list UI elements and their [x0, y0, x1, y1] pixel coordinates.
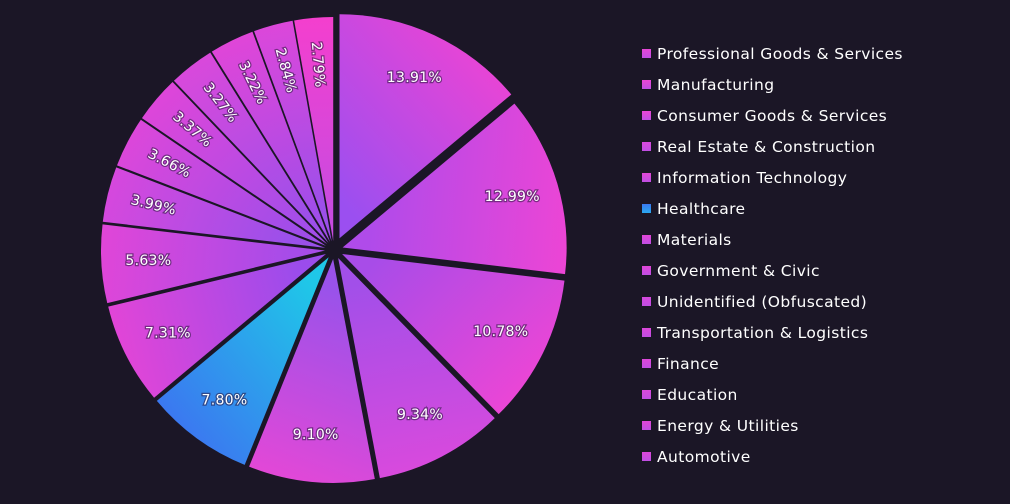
- pie-data-label-7: 5.63%: [125, 253, 171, 269]
- pie-slice-12[interactable]: [211, 31, 331, 242]
- legend-swatch: [642, 297, 651, 306]
- legend-swatch: [642, 235, 651, 244]
- legend-label: Real Estate & Construction: [657, 137, 876, 156]
- legend-label: Finance: [657, 354, 720, 373]
- pie-data-label-4: 9.10%: [293, 427, 339, 443]
- legend-label: Transportation & Logistics: [657, 323, 869, 342]
- legend-swatch: [642, 328, 651, 337]
- pie-slice-2[interactable]: [342, 253, 565, 415]
- pie-slice-6[interactable]: [108, 254, 326, 398]
- legend-swatch: [642, 204, 651, 213]
- pie-slice-9[interactable]: [116, 119, 327, 246]
- pie-slice-3[interactable]: [338, 257, 495, 479]
- pie-data-label-5: 7.80%: [202, 392, 248, 408]
- legend-swatch: [642, 142, 651, 151]
- pie-data-label-3: 9.34%: [397, 407, 443, 423]
- legend-label: Professional Goods & Services: [657, 44, 903, 63]
- legend-item[interactable]: Real Estate & Construction: [642, 131, 1002, 162]
- legend-item[interactable]: Healthcare: [642, 193, 1002, 224]
- pie-data-label-0: 13.91%: [387, 70, 442, 86]
- legend: Professional Goods & Services Manufacturi…: [642, 38, 1002, 472]
- legend-label: Automotive: [657, 447, 751, 466]
- pie-data-label-6: 7.31%: [145, 326, 191, 342]
- legend-item[interactable]: Manufacturing: [642, 69, 1002, 100]
- legend-item[interactable]: Materials: [642, 224, 1002, 255]
- legend-swatch: [642, 80, 651, 89]
- legend-item[interactable]: Energy & Utilities: [642, 410, 1002, 441]
- legend-item[interactable]: Education: [642, 379, 1002, 410]
- pie-data-label-2: 10.78%: [473, 324, 528, 340]
- pie-slice-1[interactable]: [342, 103, 567, 275]
- legend-label: Education: [657, 385, 738, 404]
- legend-swatch: [642, 390, 651, 399]
- legend-label: Manufacturing: [657, 75, 775, 94]
- legend-swatch: [642, 421, 651, 430]
- pie-slice-13[interactable]: [254, 20, 332, 242]
- legend-label: Information Technology: [657, 168, 848, 187]
- legend-label: Government & Civic: [657, 261, 820, 280]
- legend-item[interactable]: Finance: [642, 348, 1002, 379]
- legend-item[interactable]: Transportation & Logistics: [642, 317, 1002, 348]
- pie-data-label-14: 2.79%: [308, 41, 328, 88]
- pie-slice-14[interactable]: [294, 17, 334, 242]
- legend-swatch: [642, 266, 651, 275]
- legend-swatch: [642, 49, 651, 58]
- legend-item[interactable]: Government & Civic: [642, 255, 1002, 286]
- legend-item[interactable]: Automotive: [642, 441, 1002, 472]
- pie-slice-11[interactable]: [173, 52, 329, 243]
- pie-slice-4[interactable]: [249, 258, 375, 483]
- legend-swatch: [642, 173, 651, 182]
- legend-label: Materials: [657, 230, 732, 249]
- legend-item[interactable]: Information Technology: [642, 162, 1002, 193]
- legend-label: Unidentified (Obfuscated): [657, 292, 868, 311]
- pie-slice-0[interactable]: [339, 14, 512, 239]
- pie-data-label-1: 12.99%: [485, 189, 540, 205]
- legend-swatch: [642, 359, 651, 368]
- legend-swatch: [642, 452, 651, 461]
- pie-slice-10[interactable]: [141, 82, 328, 245]
- pie-slice-5[interactable]: [156, 257, 329, 465]
- legend-item[interactable]: Consumer Goods & Services: [642, 100, 1002, 131]
- legend-label: Consumer Goods & Services: [657, 106, 888, 125]
- pie-slices: [101, 14, 567, 483]
- legend-label: Energy & Utilities: [657, 416, 799, 435]
- legend-item[interactable]: Unidentified (Obfuscated): [642, 286, 1002, 317]
- legend-item[interactable]: Professional Goods & Services: [642, 38, 1002, 69]
- legend-label: Healthcare: [657, 199, 746, 218]
- pie-slice-8[interactable]: [102, 167, 326, 248]
- legend-swatch: [642, 111, 651, 120]
- pie-slice-7[interactable]: [101, 224, 326, 304]
